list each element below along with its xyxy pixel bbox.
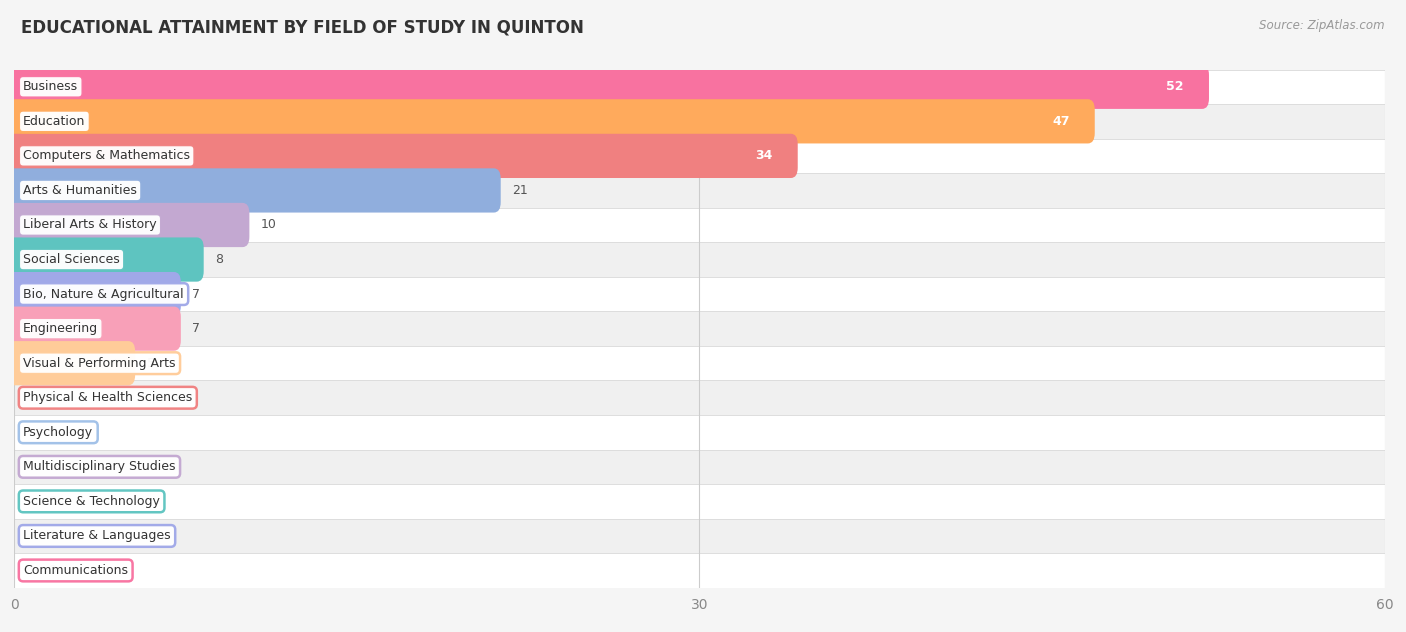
Text: 0: 0 xyxy=(48,564,56,577)
Text: Computers & Mathematics: Computers & Mathematics xyxy=(22,149,190,162)
Text: 10: 10 xyxy=(262,219,277,231)
Text: 52: 52 xyxy=(1167,80,1184,94)
Text: 7: 7 xyxy=(193,322,200,335)
Text: Communications: Communications xyxy=(22,564,128,577)
Text: Arts & Humanities: Arts & Humanities xyxy=(22,184,136,197)
Text: Psychology: Psychology xyxy=(22,426,93,439)
FancyBboxPatch shape xyxy=(7,168,501,212)
Text: 7: 7 xyxy=(193,288,200,301)
Text: Science & Technology: Science & Technology xyxy=(22,495,160,508)
FancyBboxPatch shape xyxy=(7,99,1095,143)
FancyBboxPatch shape xyxy=(7,238,204,282)
FancyBboxPatch shape xyxy=(7,64,1209,109)
Text: 5: 5 xyxy=(146,356,155,370)
FancyBboxPatch shape xyxy=(14,208,1385,242)
Text: Physical & Health Sciences: Physical & Health Sciences xyxy=(22,391,193,404)
FancyBboxPatch shape xyxy=(14,484,1385,519)
Text: Multidisciplinary Studies: Multidisciplinary Studies xyxy=(22,460,176,473)
Text: Engineering: Engineering xyxy=(22,322,98,335)
Text: Literature & Languages: Literature & Languages xyxy=(22,530,170,542)
Text: 0: 0 xyxy=(48,495,56,508)
FancyBboxPatch shape xyxy=(7,341,135,386)
FancyBboxPatch shape xyxy=(14,242,1385,277)
FancyBboxPatch shape xyxy=(14,553,1385,588)
FancyBboxPatch shape xyxy=(14,104,1385,138)
Text: Visual & Performing Arts: Visual & Performing Arts xyxy=(22,356,176,370)
FancyBboxPatch shape xyxy=(14,138,1385,173)
FancyBboxPatch shape xyxy=(7,307,181,351)
FancyBboxPatch shape xyxy=(14,312,1385,346)
FancyBboxPatch shape xyxy=(14,415,1385,449)
Text: 47: 47 xyxy=(1052,115,1070,128)
Text: 21: 21 xyxy=(512,184,527,197)
FancyBboxPatch shape xyxy=(7,272,181,316)
FancyBboxPatch shape xyxy=(14,70,1385,104)
Text: Bio, Nature & Agricultural: Bio, Nature & Agricultural xyxy=(22,288,184,301)
FancyBboxPatch shape xyxy=(7,134,797,178)
Text: 0: 0 xyxy=(48,426,56,439)
FancyBboxPatch shape xyxy=(14,346,1385,380)
Text: Liberal Arts & History: Liberal Arts & History xyxy=(22,219,157,231)
Text: 0: 0 xyxy=(48,530,56,542)
Text: Social Sciences: Social Sciences xyxy=(22,253,120,266)
Text: Source: ZipAtlas.com: Source: ZipAtlas.com xyxy=(1260,19,1385,32)
FancyBboxPatch shape xyxy=(14,380,1385,415)
FancyBboxPatch shape xyxy=(14,519,1385,553)
FancyBboxPatch shape xyxy=(14,277,1385,312)
FancyBboxPatch shape xyxy=(14,173,1385,208)
Text: 34: 34 xyxy=(755,149,773,162)
Text: Education: Education xyxy=(22,115,86,128)
Text: Business: Business xyxy=(22,80,79,94)
Text: 0: 0 xyxy=(48,460,56,473)
FancyBboxPatch shape xyxy=(7,203,249,247)
Text: 8: 8 xyxy=(215,253,224,266)
Text: 0: 0 xyxy=(48,391,56,404)
FancyBboxPatch shape xyxy=(14,449,1385,484)
Text: EDUCATIONAL ATTAINMENT BY FIELD OF STUDY IN QUINTON: EDUCATIONAL ATTAINMENT BY FIELD OF STUDY… xyxy=(21,19,583,37)
